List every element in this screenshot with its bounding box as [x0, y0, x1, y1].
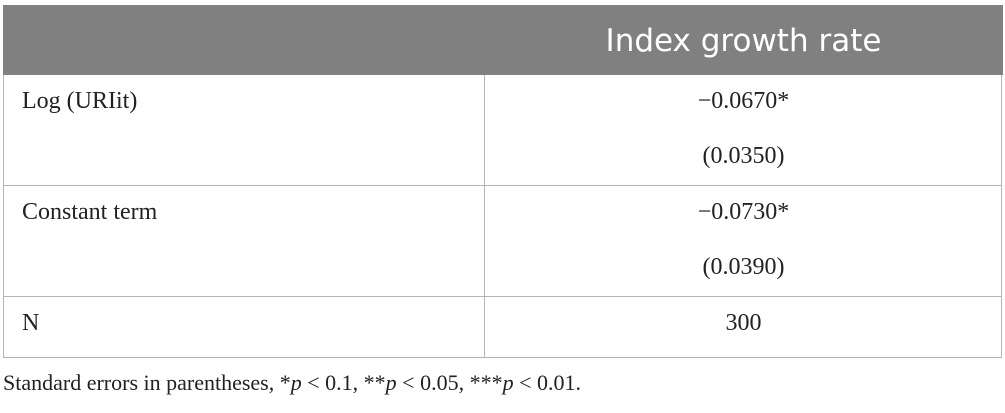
column-divider — [484, 297, 485, 358]
footnote-part: < 0.05, *** — [396, 370, 503, 395]
table-row — [3, 186, 1002, 297]
row-label: Log (URIit) — [22, 88, 138, 114]
row-label: N — [22, 310, 40, 336]
footnote: Standard errors in parentheses, *p < 0.1… — [3, 370, 581, 396]
cell-value: −0.0670* — [697, 88, 790, 114]
footnote-part: Standard errors in parentheses, * — [3, 370, 291, 395]
cell-value: 300 — [725, 310, 762, 336]
row-label: Constant term — [22, 199, 158, 225]
footnote-part: p — [502, 370, 514, 395]
table-row — [3, 75, 1002, 186]
footnote-part: p — [385, 370, 397, 395]
column-divider — [484, 186, 485, 297]
footnote-part: < 0.01. — [513, 370, 582, 395]
cell-value: (0.0350) — [702, 143, 785, 169]
column-divider — [484, 75, 485, 186]
header-band — [3, 5, 1003, 75]
footnote-part: < 0.1, ** — [301, 370, 386, 395]
table-row — [3, 297, 1002, 358]
footnote-part: p — [290, 370, 302, 395]
cell-value: (0.0390) — [702, 254, 785, 280]
cell-value: −0.0730* — [697, 199, 790, 225]
column-header: Index growth rate — [605, 23, 882, 59]
